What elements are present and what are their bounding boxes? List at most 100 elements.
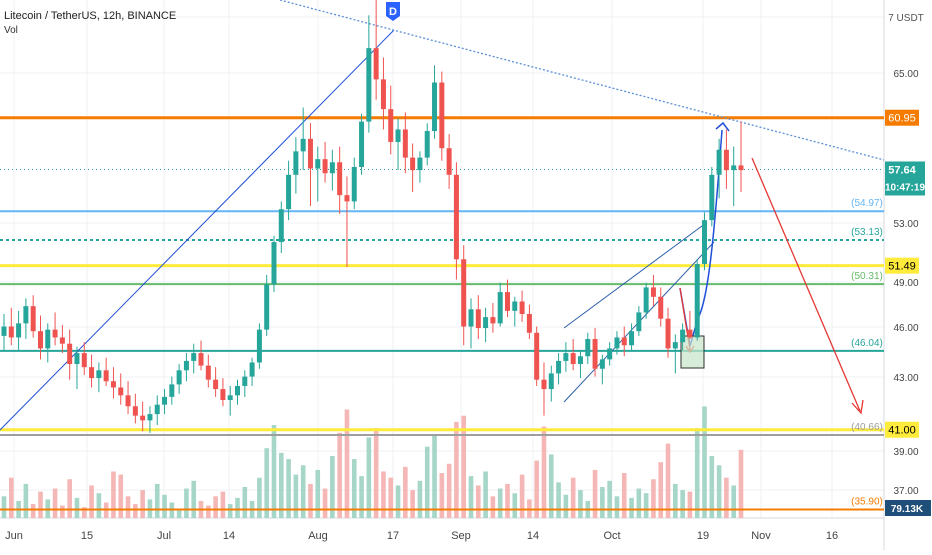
candle-body — [344, 195, 350, 202]
candle-body — [548, 373, 554, 390]
volume-bar — [680, 490, 685, 518]
price-tick-label: 53.00 — [893, 219, 918, 230]
candle-body — [585, 339, 591, 357]
volume-bar — [184, 488, 189, 518]
volume-bar — [702, 406, 707, 518]
currency-label: 7 USDT — [888, 13, 924, 24]
candle-body — [702, 220, 708, 264]
forecast-arrow[interactable] — [751, 157, 861, 412]
volume-bar — [235, 497, 240, 518]
volume-bar — [286, 459, 291, 518]
volume-bar — [74, 497, 80, 518]
time-tick-label: 16 — [826, 530, 838, 542]
time-axis[interactable]: Jun 15 Jul 14 Aug 17 Sep 14 Oct 19 Nov 16 — [5, 530, 838, 542]
candle-body — [410, 157, 416, 171]
volume-bar — [439, 473, 445, 518]
volume-bar — [60, 505, 65, 518]
candle-body — [169, 384, 175, 397]
price-tick-label: 46.00 — [893, 323, 918, 334]
candle-body — [490, 317, 496, 324]
candle-body — [103, 370, 109, 382]
time-tick-label: 19 — [697, 530, 709, 542]
candle-body — [67, 343, 73, 365]
volume-bar — [694, 428, 700, 518]
volume-bar — [592, 469, 598, 518]
candle-body — [439, 82, 445, 149]
volume-bar — [687, 491, 693, 518]
candle-body — [432, 82, 438, 132]
event-marker-flag[interactable] — [386, 2, 400, 21]
resistance-trendline[interactable] — [279, 0, 885, 161]
horizontal-levels[interactable]: (54.97) (53.13) (50.31) (46.04) (40.66) (35.9… — [0, 116, 884, 511]
candle-body — [694, 263, 700, 338]
volume-bar — [52, 488, 58, 518]
volume-bar — [476, 485, 481, 518]
candle-body — [45, 329, 51, 349]
volume-bar — [731, 485, 737, 518]
volume-bar — [337, 432, 342, 518]
volume-bar — [213, 496, 218, 518]
volume-bar — [607, 480, 612, 518]
volume-bar — [373, 428, 379, 518]
uptrend-line[interactable] — [0, 29, 395, 431]
candle-body — [198, 353, 204, 366]
volume-bar — [519, 474, 525, 518]
candle-body — [16, 323, 22, 338]
target-box[interactable] — [680, 335, 705, 369]
candle-body — [59, 337, 65, 344]
candle-body — [592, 339, 598, 369]
candle-body — [37, 331, 43, 349]
level-price-label: (54.97) — [851, 198, 883, 209]
volume-bar — [140, 490, 145, 518]
candle-body — [424, 131, 430, 158]
volume-bar — [227, 504, 233, 518]
candle-body — [687, 329, 693, 338]
candle-body — [680, 329, 686, 343]
time-tick-label: 15 — [81, 530, 93, 542]
volume-bar — [111, 471, 116, 518]
candle-body — [446, 148, 452, 175]
volume-bar — [125, 496, 131, 518]
candle-body — [351, 166, 357, 202]
candle-body — [607, 348, 613, 360]
volume-bar — [359, 476, 364, 518]
candle-body — [293, 151, 299, 175]
time-tick-label: 14 — [223, 530, 235, 542]
channel-line-upper[interactable] — [563, 222, 707, 329]
volume-bar — [403, 466, 408, 518]
candle-body — [191, 353, 197, 361]
candle-countdown: 10:47:19 — [885, 182, 925, 193]
volume-bar — [643, 493, 649, 518]
volume-bar — [658, 462, 664, 518]
volume-bar — [651, 479, 656, 518]
volume-bar — [308, 483, 313, 518]
volume-bar — [154, 483, 160, 518]
candle-body — [388, 109, 394, 142]
last-price-badge[interactable] — [885, 161, 925, 196]
volume-bar — [673, 483, 678, 518]
candle-body — [643, 287, 649, 313]
candle-body — [96, 370, 102, 379]
candle-body — [74, 353, 80, 365]
volume-bar — [81, 507, 87, 518]
time-tick-label: 14 — [527, 530, 539, 542]
candle-body — [534, 332, 540, 380]
candle-body — [512, 301, 518, 311]
volume-bar — [556, 482, 561, 518]
volume-bar — [381, 471, 386, 518]
volume-bar — [709, 456, 715, 518]
volume-bar — [118, 474, 124, 518]
volume-bar — [410, 490, 415, 518]
forecast-arrowhead — [851, 399, 864, 415]
drawings[interactable]: D — [0, 0, 885, 431]
volume-bar — [497, 488, 503, 518]
candle-body — [599, 359, 605, 369]
candle-body — [154, 404, 160, 415]
price-axis[interactable]: 60.95 51.49 41.00 7 USDT 65.00 53.00 49.00 46.0… — [885, 13, 931, 516]
level-price-label: (35.90) — [851, 496, 883, 507]
candle-body — [315, 159, 321, 169]
volume-bar — [96, 493, 102, 518]
level-price-label: (50.31) — [851, 271, 883, 282]
